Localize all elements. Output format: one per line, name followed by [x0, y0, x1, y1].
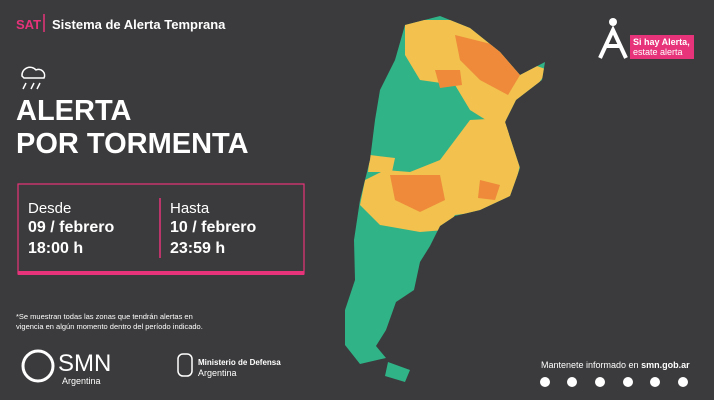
until-time: 23:59 h [170, 240, 226, 257]
ministry: Ministerio de Defensa [198, 358, 281, 367]
header-title: Sistema de Alerta Temprana [52, 17, 226, 32]
footer-text: Mantenete informado en smn.gob.ar [541, 360, 690, 370]
note: *Se muestran todas las zonas que tendrán… [16, 312, 193, 321]
ministry-sub: Argentina [198, 368, 237, 378]
title: ALERTA [16, 95, 132, 127]
until-label: Hasta [170, 200, 210, 217]
footer-site[interactable]: smn.gob.ar [641, 360, 690, 370]
badge-line: estate alerta [633, 47, 683, 57]
title: POR TORMENTA [16, 128, 249, 160]
smn-logo: SMN [58, 350, 112, 377]
from-label: Desde [28, 200, 72, 217]
until-date: 10 / febrero [170, 219, 257, 236]
from-date: 09 / febrero [28, 219, 115, 236]
footer-label: Mantenete informado en [541, 360, 642, 370]
note: vigencia en algún momento dentro del per… [16, 322, 203, 331]
from-time: 18:00 h [28, 240, 84, 257]
badge-line: Si hay Alerta, [633, 37, 690, 47]
acronym: SAT [16, 17, 42, 32]
smn-sub: Argentina [62, 376, 101, 386]
